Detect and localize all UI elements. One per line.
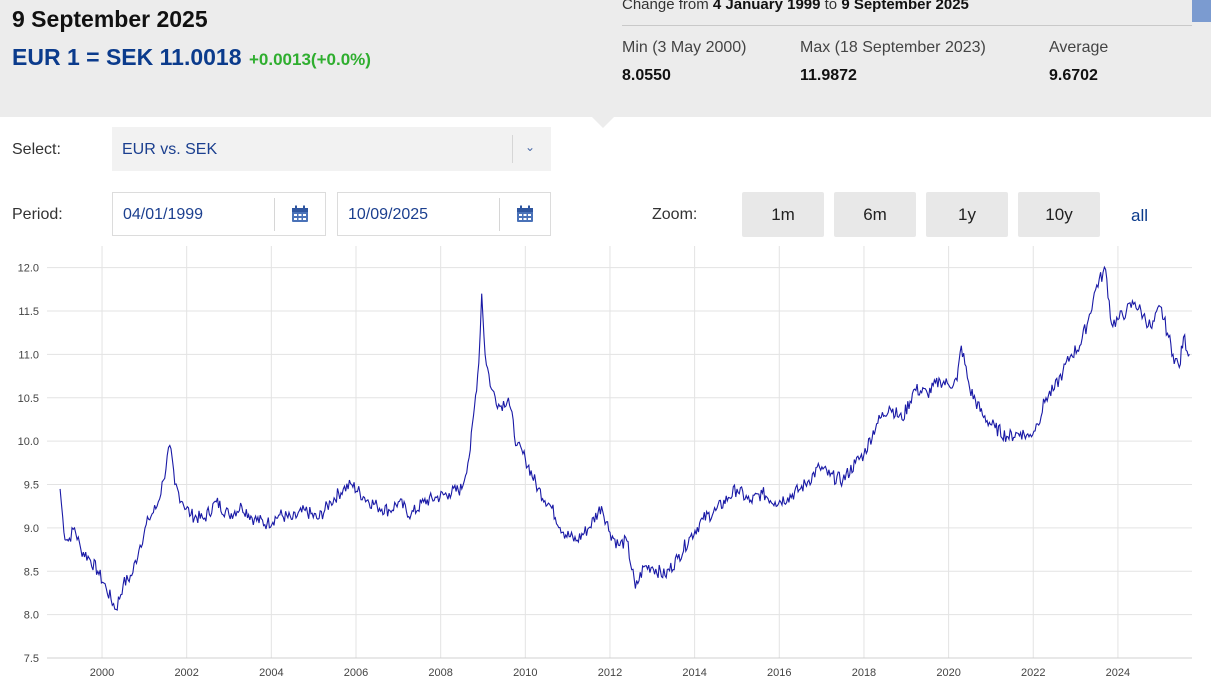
x-tick-label: 2024 [1106, 667, 1130, 679]
x-tick-label: 2008 [428, 667, 452, 679]
zoom-all-button[interactable]: all [1131, 206, 1149, 225]
x-tick-label: 2022 [1021, 667, 1045, 679]
zoom-10y-button[interactable]: 10y [1018, 192, 1100, 237]
change-mid: to [820, 0, 842, 13]
calendar-icon[interactable] [516, 205, 534, 223]
x-tick-label: 2010 [513, 667, 537, 679]
x-tick-label: 2016 [767, 667, 791, 679]
panel-pointer [591, 116, 615, 128]
min-value: 8.0550 [622, 67, 671, 84]
eur-sek-series-line [59, 265, 1190, 611]
summary-panel [0, 0, 1211, 117]
y-tick-label: 9.5 [24, 480, 39, 492]
y-tick-label: 12.0 [18, 263, 39, 275]
select-divider [512, 135, 513, 163]
x-tick-label: 2014 [682, 667, 706, 679]
y-tick-label: 11.0 [18, 349, 39, 361]
exchange-rate-chart[interactable]: 7.5 8.0 8.5 9.0 9.5 10.0 10.5 11.0 11.5 12.0 2000… [0, 246, 1211, 686]
to-date-value: 10/09/2025 [348, 206, 429, 223]
y-tick-label: 11.5 [18, 306, 39, 318]
x-tick-label: 2004 [259, 667, 283, 679]
date-title: 9 September 2025 [12, 6, 208, 32]
currency-pair-select[interactable]: EUR vs. SEK ⌄ [112, 127, 551, 171]
y-tick-label: 8.0 [24, 610, 39, 622]
max-value: 11.9872 [800, 67, 857, 84]
zoom-1y-button[interactable]: 1y [926, 192, 1008, 237]
currency-pair-value: EUR vs. SEK [122, 141, 218, 158]
chevron-down-icon[interactable]: ⌄ [525, 140, 536, 154]
chart-grid [47, 246, 1192, 659]
y-tick-label: 9.0 [24, 523, 39, 535]
calendar-icon[interactable] [291, 205, 309, 223]
summary-divider [622, 25, 1192, 26]
y-tick-label: 7.5 [24, 653, 39, 665]
x-tick-label: 2002 [174, 667, 198, 679]
x-tick-label: 2006 [344, 667, 368, 679]
from-date-field[interactable]: 04/01/1999 [112, 192, 326, 236]
period-label: Period: [12, 206, 63, 223]
from-date-divider [274, 198, 275, 231]
select-label: Select: [12, 141, 61, 158]
x-tick-label: 2018 [852, 667, 876, 679]
x-tick-label: 2020 [936, 667, 960, 679]
y-tick-label: 8.5 [24, 566, 39, 578]
x-axis-ticks: 2000 2002 2004 2006 2008 2010 2012 2014 2016 2018… [90, 667, 1130, 679]
min-label: Min (3 May 2000) [622, 39, 747, 56]
average-label: Average [1049, 39, 1109, 56]
max-label: Max (18 September 2023) [800, 39, 986, 56]
y-axis-ticks: 7.5 8.0 8.5 9.0 9.5 10.0 10.5 11.0 11.5 12.0 [18, 263, 39, 665]
to-date-divider [499, 198, 500, 231]
to-date-field[interactable]: 10/09/2025 [337, 192, 551, 236]
from-date-value: 04/01/1999 [123, 206, 204, 223]
x-tick-label: 2012 [598, 667, 622, 679]
change-period-text: Change from 4 January 1999 to 9 Septembe… [622, 0, 969, 13]
zoom-label: Zoom: [652, 206, 698, 223]
change-prefix: Change from [622, 0, 713, 13]
exchange-rate: EUR 1 = SEK 11.0018 [12, 44, 242, 70]
zoom-6m-button[interactable]: 6m [834, 192, 916, 237]
change-end-date: 9 September 2025 [841, 0, 969, 13]
panel-tab[interactable] [1192, 0, 1211, 22]
x-tick-label: 2000 [90, 667, 114, 679]
average-value: 9.6702 [1049, 67, 1098, 84]
y-tick-label: 10.0 [18, 436, 39, 448]
zoom-1m-button[interactable]: 1m [742, 192, 824, 237]
rate-change: +0.0013(+0.0%) [249, 50, 371, 69]
change-start-date: 4 January 1999 [712, 0, 821, 13]
y-tick-label: 10.5 [18, 393, 39, 405]
